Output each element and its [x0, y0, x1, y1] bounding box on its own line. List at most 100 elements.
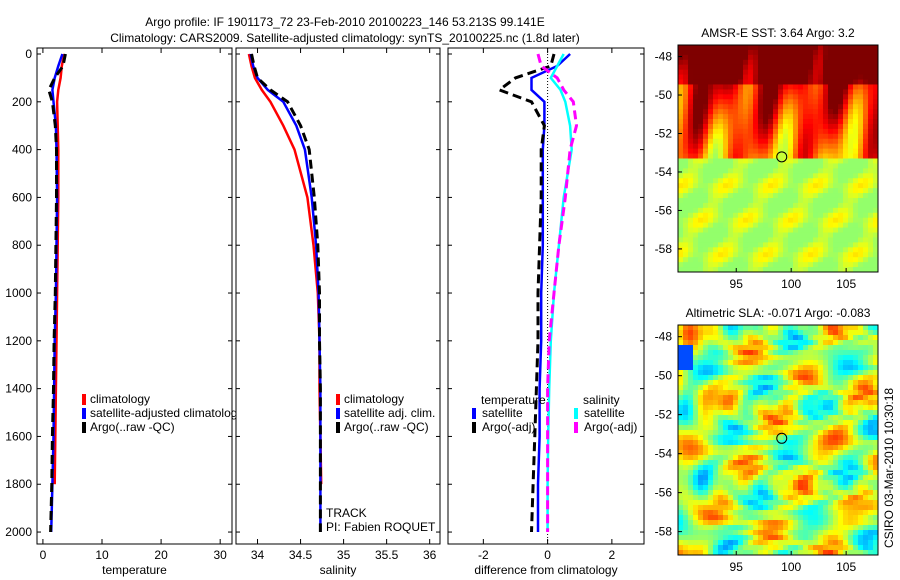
legend-swatch [472, 422, 476, 433]
map-cell [763, 45, 769, 51]
map-cell [753, 247, 759, 253]
map-cell [733, 143, 739, 150]
map-cell [678, 217, 684, 224]
map-cell [723, 365, 729, 371]
map-cell [823, 153, 829, 159]
map-cell [703, 84, 709, 90]
map-cell [788, 410, 794, 416]
map-cell [823, 505, 829, 511]
map-cell [828, 520, 834, 526]
map-cell [823, 325, 829, 331]
map-cell [813, 530, 819, 536]
map-cell [833, 485, 839, 491]
map-cell [698, 500, 704, 506]
map-cell [728, 84, 734, 90]
map-cell [758, 465, 764, 471]
map-cell [853, 355, 859, 361]
map-cell [678, 99, 684, 105]
map-cell [793, 64, 799, 71]
map-cell [838, 153, 844, 159]
map-cell [698, 430, 704, 436]
map-cell [848, 89, 854, 95]
map-cell [808, 410, 814, 416]
map-cell [768, 247, 774, 253]
map-cell [843, 143, 849, 150]
map-cell [683, 222, 689, 229]
map-cell [873, 212, 879, 219]
map-cell [833, 59, 839, 66]
map-cell [863, 520, 869, 526]
map-cell [798, 222, 804, 229]
map-cell [828, 84, 834, 90]
map-cell [838, 430, 844, 436]
map-cell [748, 267, 754, 273]
map-cell [858, 178, 864, 184]
map-cell [723, 94, 729, 100]
map-cell [783, 109, 789, 115]
y-tick-label: 1200 [5, 334, 32, 348]
map-cell [823, 227, 829, 234]
map-cell [718, 64, 724, 71]
map-cell [803, 247, 809, 253]
map-cell [708, 385, 714, 391]
map-cell [688, 365, 694, 371]
map-cell [713, 138, 719, 145]
map-cell [678, 212, 684, 219]
map-cell [728, 158, 734, 164]
map-cell [758, 168, 764, 174]
map-cell [873, 133, 879, 140]
map-cell [763, 460, 769, 466]
map-cell [838, 440, 844, 446]
map-cell [733, 79, 739, 85]
map-cell [783, 465, 789, 471]
map-cell [713, 340, 719, 346]
map-cell [843, 232, 849, 238]
map-cell [798, 89, 804, 95]
map-cell [783, 390, 789, 396]
map-cell [768, 89, 774, 95]
map-cell [698, 355, 704, 361]
map-cell [763, 350, 769, 356]
map-cell [873, 535, 879, 541]
map-cell [813, 178, 819, 184]
map-cell [833, 475, 839, 481]
map-cell [798, 202, 804, 209]
map-cell [833, 197, 839, 204]
map-cell [763, 330, 769, 336]
map-cell [868, 207, 874, 214]
map-cell [733, 525, 739, 531]
map-cell [718, 510, 724, 516]
map-cell [873, 440, 879, 446]
y-tick-label: -58 [655, 525, 673, 539]
map-cell [713, 183, 719, 189]
map-cell [838, 183, 844, 189]
map-cell [858, 455, 864, 461]
map-cell [778, 375, 784, 381]
map-cell [678, 163, 684, 169]
map-cell [678, 545, 684, 551]
map-cell [708, 257, 714, 263]
map-cell [783, 237, 789, 243]
map-cell [778, 510, 784, 516]
map-cell [728, 505, 734, 511]
map-cell [803, 193, 809, 199]
map-cell [708, 430, 714, 436]
map-cell [853, 168, 859, 174]
map-cell [873, 395, 879, 401]
map-cell [748, 475, 754, 481]
map-cell [748, 540, 754, 546]
map-cell [718, 390, 724, 396]
map-cell [848, 495, 854, 501]
map-cell [768, 178, 774, 184]
map-cell [788, 445, 794, 451]
map-cell [683, 99, 689, 105]
map-cell [848, 188, 854, 194]
map-cell [838, 193, 844, 199]
map-cell [748, 480, 754, 486]
map-cell [743, 242, 749, 248]
map-cell [828, 64, 834, 71]
map-cell [738, 128, 744, 135]
map-cell [773, 119, 779, 125]
map-cell [863, 94, 869, 100]
map-cell [868, 114, 874, 120]
